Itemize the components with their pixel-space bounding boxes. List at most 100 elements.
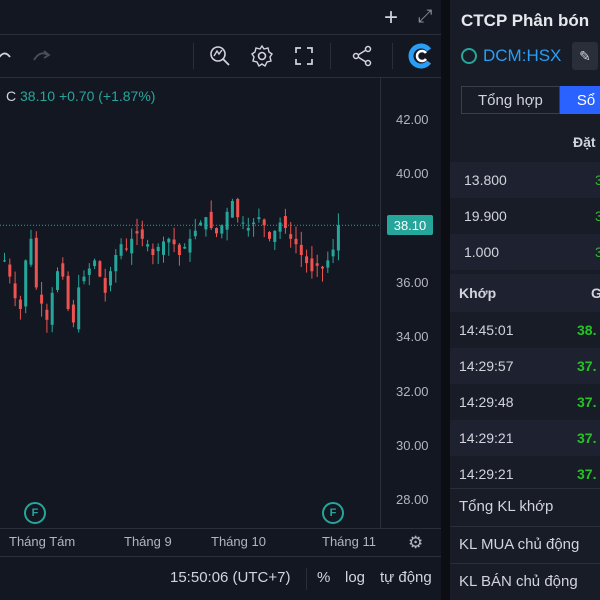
legend-value: 38.10 +0.70 (+1.87%) — [20, 88, 156, 104]
add-chart-icon[interactable]: + — [384, 4, 399, 31]
summary-label: Tổng KL khớp — [459, 498, 554, 515]
expand-icon[interactable]: ⤢ — [418, 6, 433, 26]
candlestick-chart[interactable] — [0, 78, 380, 528]
panel-tabs: Tổng hợp Sổ l — [461, 86, 600, 114]
gear-icon[interactable] — [248, 41, 276, 71]
candle-body — [326, 260, 330, 268]
summary-row: KL BÁN chủ động — [450, 563, 600, 599]
match-price: 37. — [577, 466, 597, 482]
match-row: 14:29:21 37. — [450, 456, 600, 492]
indicators-icon[interactable] — [206, 41, 234, 71]
candle-body — [114, 255, 118, 272]
candle-body — [299, 244, 303, 255]
candle-body — [61, 263, 65, 277]
order-row: 13.800 3 — [450, 162, 600, 198]
stock-info-panel: CTCP Phân bón DCM:HSX ✎ Tổng hợp Sổ l Đặ… — [450, 0, 600, 600]
match-price: 37. — [577, 358, 597, 374]
undo-icon[interactable] — [0, 41, 14, 71]
clock-time: 15:50:06 (UTC+7) — [170, 569, 291, 586]
summary-row: Tổng KL khớp — [450, 488, 600, 524]
price-axis[interactable] — [380, 78, 441, 528]
candle-body — [225, 211, 229, 230]
axis-settings-icon[interactable]: ⚙ — [408, 533, 424, 552]
candle-body — [146, 244, 150, 247]
candle-body — [18, 299, 22, 309]
order-volume: 1.000 — [464, 244, 500, 260]
match-row: 14:29:48 37. — [450, 384, 600, 420]
candle-body — [209, 211, 213, 228]
candle-body — [66, 275, 70, 309]
auto-scale-toggle[interactable]: tự động — [380, 569, 432, 586]
candle-body — [24, 260, 28, 307]
x-tick-label: Tháng 9 — [124, 534, 172, 549]
candle-body — [119, 244, 123, 256]
candle-body — [77, 287, 81, 330]
chart-legend: C 38.10 +0.70 (+1.87%) — [6, 88, 155, 104]
candle-body — [3, 260, 6, 262]
candle-body — [103, 278, 107, 293]
candle-body — [167, 238, 171, 243]
candle-body — [193, 230, 197, 237]
market-status-icon — [461, 48, 477, 64]
match-time: 14:29:21 — [459, 466, 514, 482]
order-volume: 13.800 — [464, 172, 507, 188]
bottombar-separator — [306, 568, 307, 590]
y-tick-label: 34.00 — [396, 329, 429, 345]
brand-logo-icon[interactable] — [405, 41, 437, 71]
fullscreen-icon[interactable] — [290, 41, 318, 71]
redo-icon[interactable] — [32, 41, 54, 71]
candle-body — [71, 304, 75, 323]
candle-body — [236, 198, 240, 218]
candle-body — [241, 222, 245, 224]
tab-order-book[interactable]: Sổ l — [559, 86, 600, 114]
match-time: 14:29:21 — [459, 430, 514, 446]
y-tick-label: 28.00 — [396, 492, 429, 508]
match-header-price: G — [591, 285, 600, 301]
candle-body — [82, 276, 86, 282]
candle-body — [273, 230, 277, 242]
candle-body — [56, 271, 59, 291]
panel-divider[interactable] — [441, 0, 450, 600]
candle-body — [162, 241, 165, 255]
candle-body — [310, 258, 314, 272]
tab-summary[interactable]: Tổng hợp — [461, 86, 560, 114]
candle-body — [109, 271, 112, 286]
candle-body — [315, 263, 319, 266]
candle-body — [140, 229, 144, 239]
x-tick-label: Tháng Tám — [9, 534, 76, 549]
y-tick-label: 42.00 — [396, 112, 429, 127]
candle-body — [262, 219, 266, 226]
log-toggle[interactable]: log — [345, 569, 366, 586]
candle-body — [13, 283, 17, 299]
match-header: Khớp G — [450, 274, 600, 312]
candle-body — [177, 244, 181, 255]
candle-body — [183, 246, 187, 249]
candle-body — [294, 238, 298, 245]
order-price: 3 — [595, 172, 600, 188]
summary-row: KL MUA chủ động — [450, 526, 600, 562]
percent-toggle[interactable]: % — [317, 569, 331, 586]
candle-body — [172, 239, 176, 245]
event-flag[interactable]: F — [322, 502, 344, 524]
ticker-symbol[interactable]: DCM:HSX — [483, 46, 562, 65]
toolbar-separator — [330, 43, 331, 69]
toolbar-separator — [193, 43, 194, 69]
candle-body — [321, 266, 324, 269]
match-row: 14:45:01 38. — [450, 312, 600, 348]
candle-body — [215, 228, 218, 234]
summary-label: KL MUA chủ động — [459, 536, 580, 553]
candle-body — [220, 225, 224, 234]
time-axis[interactable] — [0, 528, 441, 556]
candle-body — [45, 309, 49, 320]
candle-body — [246, 228, 250, 231]
candle-body — [305, 256, 309, 264]
candle-body — [50, 292, 54, 325]
chart-toolbar — [0, 34, 441, 78]
order-price: 3 — [595, 244, 600, 260]
share-icon[interactable] — [348, 41, 376, 71]
candle-body — [34, 237, 38, 288]
event-flag[interactable]: F — [24, 502, 46, 524]
ticker-row[interactable]: DCM:HSX — [461, 44, 561, 68]
edit-button[interactable]: ✎ — [572, 42, 598, 70]
